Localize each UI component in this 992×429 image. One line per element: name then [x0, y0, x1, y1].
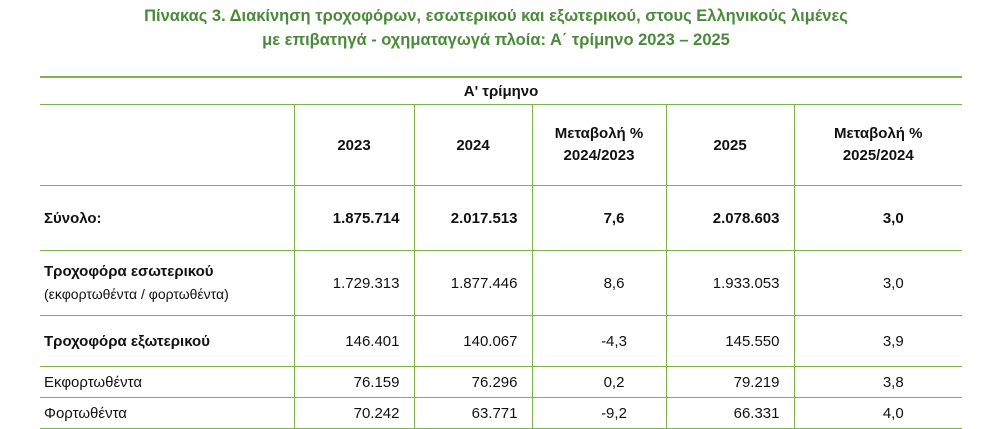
cell-change-2024-2023: -4,3: [531, 315, 666, 367]
header-change-2024-2023-line2: 2024/2023: [563, 147, 635, 164]
table-row: Τροχοφόρα εσωτερικού (εκφορτωθέντα / φορ…: [40, 250, 963, 316]
column-header-row: 2023 2024 Μεταβολή % 2024/2023 2025 Μετα…: [40, 104, 963, 186]
cell-change-2025-2024: 3,0: [793, 185, 963, 251]
cell-change-2024-2023: 8,6: [531, 250, 666, 316]
header-change-2025-2024-line2: 2025/2024: [842, 147, 914, 164]
row-label: Φορτωθέντα: [40, 397, 294, 429]
row-label: Τροχοφόρα εξωτερικού: [40, 315, 294, 367]
row-label: Σύνολο:: [40, 185, 294, 251]
table-row: Σύνολο: 1.875.714 2.017.513 7,6 2.078.60…: [40, 185, 963, 251]
cell-2024: 63.771: [413, 397, 532, 429]
cell-change-2024-2023: 0,2: [531, 366, 666, 398]
header-2025: 2025: [665, 104, 794, 186]
cell-2025: 66.331: [665, 397, 794, 429]
vehicle-traffic-table: Α' τρίμηνο 2023 2024 Μεταβολή % 2024/202…: [40, 76, 963, 429]
row-label-cell: Τροχοφόρα εσωτερικού (εκφορτωθέντα / φορ…: [40, 250, 294, 316]
cell-2023: 1.875.714: [293, 185, 414, 251]
cell-2023: 1.729.313: [293, 250, 414, 316]
title-line-1: Πίνακας 3. Διακίνηση τροχοφόρων, εσωτερι…: [144, 7, 848, 25]
cell-change-2025-2024: 3,8: [793, 366, 963, 398]
period-header: Α' τρίμηνο: [40, 76, 963, 105]
table-row: Εκφορτωθέντα 76.159 76.296 0,2 79.219 3,…: [40, 366, 963, 398]
cell-2024: 1.877.446: [413, 250, 532, 316]
table-row: Τροχοφόρα εξωτερικού 146.401 140.067 -4,…: [40, 315, 963, 367]
table-title: Πίνακας 3. Διακίνηση τροχοφόρων, εσωτερι…: [0, 4, 992, 52]
cell-2023: 70.242: [293, 397, 414, 429]
cell-2023: 146.401: [293, 315, 414, 367]
row-label: Εκφορτωθέντα: [40, 366, 294, 398]
header-2023: 2023: [293, 104, 414, 186]
cell-change-2024-2023: 7,6: [531, 185, 666, 251]
cell-change-2025-2024: 3,0: [793, 250, 963, 316]
cell-2025: 145.550: [665, 315, 794, 367]
cell-2025: 2.078.603: [665, 185, 794, 251]
cell-change-2024-2023: -9,2: [531, 397, 666, 429]
header-2024: 2024: [413, 104, 532, 186]
cell-2024: 2.017.513: [413, 185, 532, 251]
title-line-2: με επιβατηγά - οχηματαγωγά πλοία: Α΄ τρί…: [262, 31, 730, 49]
row-sublabel: (εκφορτωθέντα / φορτωθέντα): [44, 286, 229, 302]
header-change-2024-2023: Μεταβολή % 2024/2023: [531, 104, 666, 186]
header-change-2025-2024: Μεταβολή % 2025/2024: [793, 104, 963, 186]
cell-2024: 76.296: [413, 366, 532, 398]
header-label-cell: [40, 104, 294, 186]
row-label: Τροχοφόρα εσωτερικού: [44, 263, 214, 280]
cell-2024: 140.067: [413, 315, 532, 367]
cell-2025: 79.219: [665, 366, 794, 398]
cell-2023: 76.159: [293, 366, 414, 398]
cell-2025: 1.933.053: [665, 250, 794, 316]
header-change-2024-2023-line1: Μεταβολή %: [554, 125, 644, 142]
header-change-2025-2024-line1: Μεταβολή %: [834, 125, 923, 142]
period-header-row: Α' τρίμηνο: [40, 76, 963, 105]
cell-change-2025-2024: 4,0: [793, 397, 963, 429]
cell-change-2025-2024: 3,9: [793, 315, 963, 367]
table-row: Φορτωθέντα 70.242 63.771 -9,2 66.331 4,0: [40, 397, 963, 429]
